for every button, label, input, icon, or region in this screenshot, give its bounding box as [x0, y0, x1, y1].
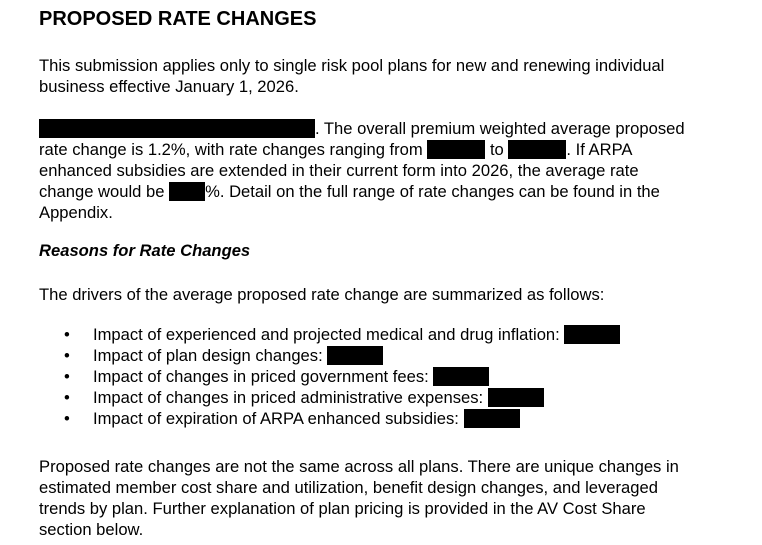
list-item: • Impact of expiration of ARPA enhanced s… [39, 408, 620, 429]
redaction-block [463, 409, 520, 428]
closing-paragraph: Proposed rate changes are not the same a… [39, 457, 679, 539]
redaction-block [169, 182, 206, 201]
bullet-icon: • [64, 388, 70, 407]
redaction-block [487, 388, 544, 407]
bullet-icon: • [64, 367, 70, 386]
intro-paragraph: This submission applies only to single r… [39, 56, 665, 96]
redaction-block [39, 119, 315, 138]
list-item: • Impact of plan design changes: [39, 345, 620, 366]
redaction-block [327, 346, 384, 365]
redaction-block [433, 367, 490, 386]
drivers-intro: The drivers of the average proposed rate… [39, 285, 605, 304]
redaction-block [427, 140, 486, 159]
drivers-list: • Impact of experienced and projected med… [39, 324, 621, 429]
redaction-block [564, 325, 621, 344]
list-item: • Impact of changes in priced administrat… [39, 387, 620, 408]
summary-paragraph: . The overall premium weighted average p… [39, 119, 685, 222]
list-item: • Impact of experienced and projected med… [39, 324, 621, 345]
bullet-icon: • [64, 346, 70, 365]
redaction-block [508, 140, 567, 159]
bullet-icon: • [64, 325, 70, 344]
section-title: PROPOSED RATE CHANGES [39, 8, 317, 30]
reasons-heading: Reasons for Rate Changes [39, 241, 251, 260]
bullet-icon: • [64, 409, 70, 428]
list-item: • Impact of changes in priced government … [39, 366, 620, 387]
